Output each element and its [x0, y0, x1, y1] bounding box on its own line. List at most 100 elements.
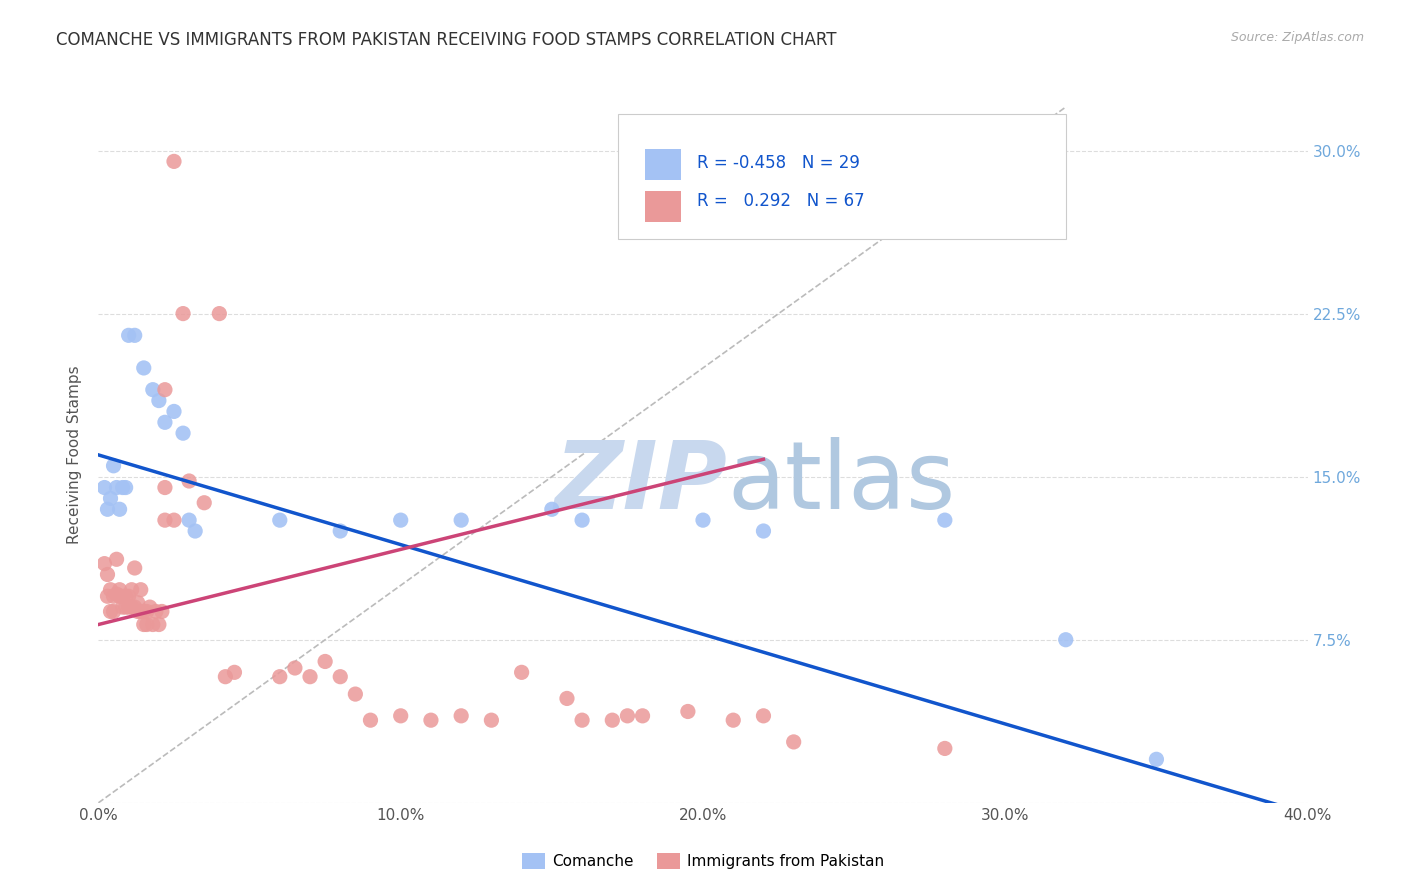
Point: [179, 474, 201, 488]
Point: [179, 513, 201, 527]
Point: [100, 605, 122, 619]
Point: [450, 708, 472, 723]
Point: [934, 513, 956, 527]
Point: [93, 481, 115, 495]
Point: [103, 605, 125, 619]
Point: [510, 665, 533, 680]
Text: Source: ZipAtlas.com: Source: ZipAtlas.com: [1230, 31, 1364, 45]
Point: [224, 665, 246, 680]
Bar: [645, 191, 682, 222]
Point: [934, 741, 956, 756]
Point: [118, 328, 141, 343]
Point: [783, 735, 806, 749]
Point: [752, 708, 775, 723]
Text: COMANCHE VS IMMIGRANTS FROM PAKISTAN RECEIVING FOOD STAMPS CORRELATION CHART: COMANCHE VS IMMIGRANTS FROM PAKISTAN REC…: [56, 31, 837, 49]
Point: [676, 705, 699, 719]
Point: [208, 307, 231, 321]
Point: [142, 383, 165, 397]
Point: [269, 670, 291, 684]
Point: [284, 661, 307, 675]
Point: [124, 600, 146, 615]
Point: [314, 655, 336, 669]
Point: [344, 687, 367, 701]
Text: R =   0.292   N = 67: R = 0.292 N = 67: [697, 192, 865, 210]
Point: [108, 589, 131, 603]
Point: [132, 360, 155, 375]
Point: [163, 404, 186, 418]
Point: [93, 557, 115, 571]
Point: [127, 605, 149, 619]
Point: [124, 328, 146, 343]
Point: [214, 670, 236, 684]
Point: [1054, 632, 1077, 647]
Point: [111, 600, 134, 615]
Point: [389, 513, 412, 527]
Text: ZIP: ZIP: [554, 437, 727, 529]
FancyBboxPatch shape: [619, 114, 1066, 239]
Point: [389, 708, 412, 723]
Point: [172, 426, 194, 441]
Point: [193, 496, 215, 510]
Point: [571, 513, 593, 527]
Point: [105, 587, 128, 601]
Point: [723, 713, 745, 727]
Point: [329, 670, 352, 684]
Point: [481, 713, 503, 727]
Point: [163, 154, 186, 169]
Point: [450, 513, 472, 527]
Point: [616, 708, 638, 723]
Point: [124, 561, 146, 575]
Point: [555, 691, 578, 706]
Point: [145, 605, 167, 619]
Point: [420, 713, 443, 727]
Point: [111, 589, 134, 603]
Point: [96, 567, 118, 582]
Point: [329, 524, 352, 538]
Point: [105, 481, 128, 495]
Point: [139, 600, 162, 615]
Point: [692, 513, 714, 527]
Point: [571, 713, 593, 727]
Point: [118, 600, 141, 615]
Point: [602, 713, 624, 727]
Point: [153, 481, 176, 495]
Point: [269, 513, 291, 527]
Point: [108, 582, 131, 597]
Point: [135, 605, 157, 619]
Point: [184, 524, 207, 538]
Point: [132, 617, 155, 632]
Point: [96, 502, 118, 516]
Point: [163, 513, 186, 527]
Point: [129, 582, 152, 597]
Point: [1144, 752, 1167, 766]
Point: [153, 415, 176, 429]
Point: [148, 617, 170, 632]
Point: [127, 596, 149, 610]
Legend: Comanche, Immigrants from Pakistan: Comanche, Immigrants from Pakistan: [516, 847, 890, 875]
Point: [150, 605, 173, 619]
Point: [132, 605, 155, 619]
Text: R = -0.458   N = 29: R = -0.458 N = 29: [697, 154, 860, 172]
Point: [114, 589, 136, 603]
Point: [100, 491, 122, 506]
Point: [299, 670, 322, 684]
Point: [105, 552, 128, 566]
Point: [172, 307, 194, 321]
Point: [142, 617, 165, 632]
Point: [153, 383, 176, 397]
Point: [100, 582, 122, 597]
Point: [631, 708, 654, 723]
Point: [103, 589, 125, 603]
Point: [148, 393, 170, 408]
Point: [121, 582, 143, 597]
Point: [540, 502, 562, 516]
Point: [752, 524, 775, 538]
Y-axis label: Receiving Food Stamps: Receiving Food Stamps: [67, 366, 83, 544]
Bar: [645, 149, 682, 180]
Point: [108, 502, 131, 516]
Point: [129, 605, 152, 619]
Point: [111, 481, 134, 495]
Point: [103, 458, 125, 473]
Text: atlas: atlas: [727, 437, 956, 529]
Point: [135, 617, 157, 632]
